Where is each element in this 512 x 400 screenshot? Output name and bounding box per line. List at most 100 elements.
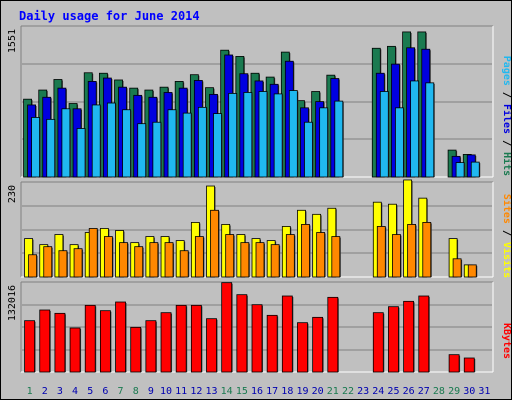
bar-pages-day-2 <box>46 118 56 178</box>
legend-requests: Pages / Files / Hits <box>501 56 511 176</box>
bar-pages-day-4 <box>76 128 86 178</box>
bar-sites-day-24 <box>376 226 386 278</box>
legend-entry-hits: Hits <box>501 152 511 176</box>
bar-kbytes-day-11 <box>175 304 187 373</box>
x-label-day-24: 24 <box>372 386 384 397</box>
bar-pages-day-1 <box>31 117 40 178</box>
bar-kbytes-day-14 <box>221 282 233 373</box>
x-label-day-18: 18 <box>281 386 293 397</box>
bar-kbytes-day-6 <box>99 310 111 373</box>
legend-separator: / <box>501 134 511 152</box>
bar-pages-day-8 <box>137 123 147 178</box>
x-label-day-21: 21 <box>327 386 339 397</box>
x-label-day-16: 16 <box>251 386 263 397</box>
x-label-day-26: 26 <box>403 386 415 397</box>
bar-pages-day-21 <box>334 100 344 178</box>
x-label-day-15: 15 <box>236 386 248 397</box>
bar-pages-day-10 <box>167 109 177 178</box>
x-label-day-7: 7 <box>118 386 124 397</box>
bar-kbytes-day-7 <box>115 301 126 373</box>
x-label-day-9: 9 <box>148 386 154 397</box>
x-label-day-3: 3 <box>57 386 63 397</box>
bar-kbytes-day-1 <box>24 320 35 373</box>
bar-sites-day-7 <box>119 242 128 278</box>
bar-pages-day-17 <box>273 93 283 178</box>
bar-kbytes-day-5 <box>84 304 96 373</box>
bar-sites-day-20 <box>316 232 326 278</box>
bar-pages-day-30 <box>470 161 480 178</box>
bar-sites-day-19 <box>301 224 310 278</box>
bar-kbytes-day-18 <box>281 295 293 373</box>
x-label-day-31: 31 <box>478 386 490 397</box>
chart-title: Daily usage for June 2014 <box>19 9 200 23</box>
bar-sites-day-5 <box>88 228 98 278</box>
bar-kbytes-day-9 <box>145 320 157 373</box>
bar-pages-day-11 <box>182 112 192 178</box>
bar-sites-day-8 <box>134 246 144 278</box>
bar-pages-day-16 <box>258 91 268 178</box>
bar-sites-day-9 <box>149 242 159 278</box>
x-label-day-17: 17 <box>266 386 278 397</box>
bar-pages-day-13 <box>213 113 222 178</box>
bar-sites-day-13 <box>210 209 219 278</box>
bar-sites-day-10 <box>164 242 174 278</box>
legend-separator: / <box>501 224 511 242</box>
x-label-day-2: 2 <box>42 386 48 397</box>
bar-pages-day-20 <box>319 107 329 178</box>
bar-kbytes-day-16 <box>251 304 263 373</box>
bar-pages-day-24 <box>379 91 389 178</box>
bar-kbytes-day-17 <box>266 314 278 373</box>
bar-kbytes-day-24 <box>372 312 384 373</box>
x-label-day-30: 30 <box>463 386 475 397</box>
bar-pages-day-9 <box>152 121 162 178</box>
bar-sites-day-2 <box>43 246 53 278</box>
bar-pages-day-27 <box>425 82 435 178</box>
x-label-day-14: 14 <box>221 386 233 397</box>
x-label-day-12: 12 <box>190 386 202 397</box>
max-label-kbytes: 132016 <box>7 285 18 321</box>
bar-sites-day-26 <box>407 224 417 278</box>
bar-kbytes-day-27 <box>418 295 430 373</box>
bar-kbytes-day-21 <box>327 296 339 373</box>
legend-entry-sites: Sites <box>501 194 511 224</box>
x-label-day-4: 4 <box>72 386 78 397</box>
bar-pages-day-26 <box>410 80 420 178</box>
bar-sites-day-17 <box>270 244 280 278</box>
x-label-day-27: 27 <box>418 386 430 397</box>
bar-sites-day-11 <box>179 250 189 278</box>
bar-sites-day-18 <box>285 234 295 278</box>
legend-entry-files: Files <box>501 104 511 134</box>
bar-sites-day-3 <box>58 250 68 278</box>
bar-kbytes-day-26 <box>403 300 415 373</box>
legend-separator: / <box>501 86 511 104</box>
x-label-day-19: 19 <box>296 386 308 397</box>
bar-pages-day-25 <box>395 107 404 178</box>
bar-kbytes-day-30 <box>463 357 475 373</box>
x-label-day-22: 22 <box>342 386 354 397</box>
max-label-visits: 230 <box>7 185 18 203</box>
bar-pages-day-6 <box>106 102 116 178</box>
bar-kbytes-day-13 <box>206 318 217 373</box>
bar-sites-day-25 <box>392 234 401 278</box>
bar-kbytes-day-29 <box>448 354 460 373</box>
bar-pages-day-5 <box>91 104 101 178</box>
legend-kbytes: KBytes <box>501 323 511 359</box>
x-label-day-23: 23 <box>357 386 369 397</box>
bar-pages-day-29 <box>455 162 465 178</box>
bar-sites-day-1 <box>28 254 37 278</box>
x-label-day-5: 5 <box>87 386 93 397</box>
bar-sites-day-29 <box>452 258 462 278</box>
legend-entry-visits: Visits <box>501 242 511 278</box>
bar-sites-day-12 <box>194 236 204 278</box>
bar-sites-day-14 <box>225 234 235 278</box>
bar-pages-day-12 <box>197 106 207 178</box>
legend-entry-kbytes: KBytes <box>501 323 511 359</box>
bar-kbytes-day-2 <box>39 309 51 373</box>
x-label-day-10: 10 <box>160 386 172 397</box>
bar-sites-day-16 <box>255 242 265 278</box>
x-label-day-25: 25 <box>387 386 399 397</box>
x-label-day-13: 13 <box>205 386 217 397</box>
bar-kbytes-day-3 <box>54 312 66 373</box>
bar-pages-day-19 <box>304 121 313 178</box>
